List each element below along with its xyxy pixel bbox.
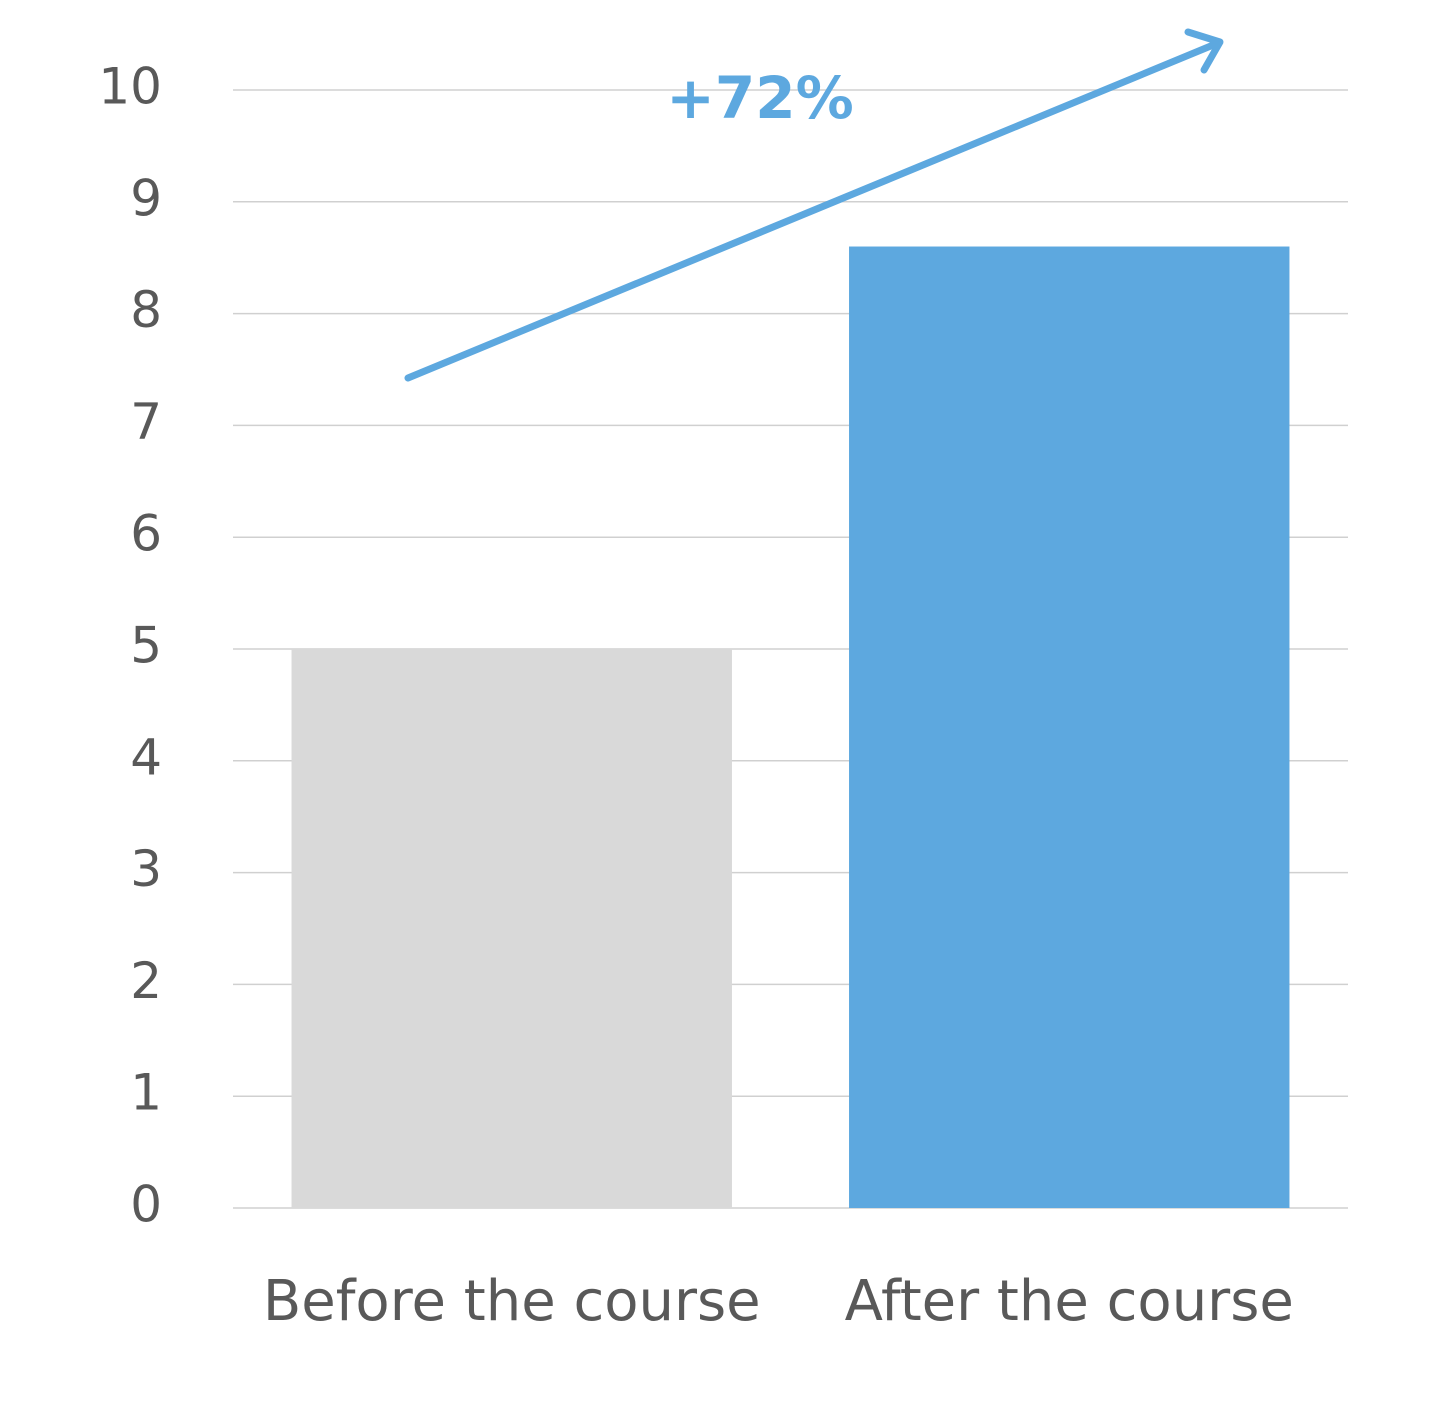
y-tick-label: 10: [98, 58, 162, 116]
bar: [849, 246, 1290, 1208]
bar: [291, 649, 732, 1208]
y-tick-label: 8: [130, 281, 162, 339]
y-tick-label: 5: [130, 617, 162, 675]
y-tick-label: 6: [130, 505, 162, 563]
y-tick-label: 9: [130, 169, 162, 227]
annotation: +72%: [666, 64, 853, 132]
y-tick-label: 3: [130, 840, 162, 898]
x-tick-label: After the course: [845, 1269, 1294, 1334]
y-tick-label: 1: [130, 1064, 162, 1122]
y-tick-label: 4: [130, 728, 162, 786]
y-tick-label: 2: [130, 952, 162, 1010]
y-tick-label: 7: [130, 393, 162, 451]
trend-arrow: [404, 28, 1224, 382]
x-tick-label: Before the course: [263, 1269, 761, 1334]
y-tick-label: 0: [130, 1176, 162, 1234]
